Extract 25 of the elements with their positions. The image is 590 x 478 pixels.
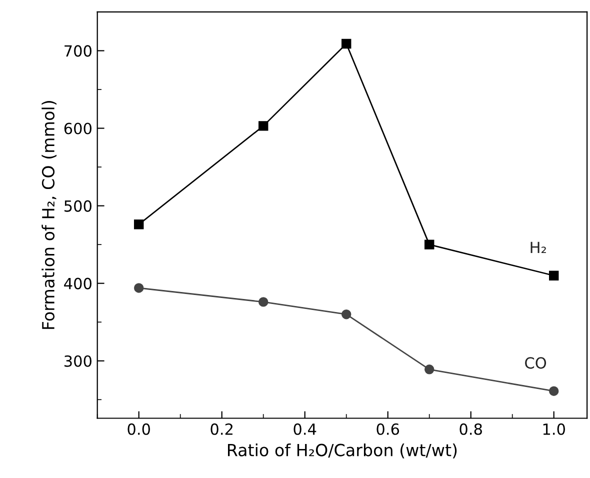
series-label: H₂ bbox=[530, 242, 546, 254]
y-tick-label: 400 bbox=[64, 278, 92, 290]
point bbox=[258, 297, 268, 307]
x-axis-title: Ratio of H₂O/Carbon (wt/wt) bbox=[228, 443, 457, 458]
point bbox=[548, 270, 559, 280]
point bbox=[548, 386, 559, 396]
point bbox=[134, 220, 144, 230]
point bbox=[258, 121, 268, 131]
x-tick-label: 0.0 bbox=[128, 423, 150, 435]
y-tick-label: 600 bbox=[64, 122, 92, 134]
point bbox=[341, 38, 352, 49]
y-tick-label: 300 bbox=[64, 355, 92, 367]
point bbox=[424, 240, 434, 250]
point bbox=[341, 309, 352, 320]
y-axis-title: Formation of H₂, CO (mmol) bbox=[42, 101, 57, 329]
series-label: CO bbox=[525, 357, 546, 369]
x-tick-label: 0.4 bbox=[294, 423, 316, 435]
x-tick-label: 0.2 bbox=[210, 423, 232, 435]
y-tick-label: 700 bbox=[64, 45, 92, 57]
x-tick-label: 0.8 bbox=[460, 423, 482, 435]
x-tick-label: 1.0 bbox=[543, 423, 565, 435]
y-tick-label: 500 bbox=[64, 200, 92, 212]
point bbox=[424, 364, 434, 374]
x-tick-label: 0.6 bbox=[376, 423, 400, 435]
point bbox=[134, 283, 144, 293]
